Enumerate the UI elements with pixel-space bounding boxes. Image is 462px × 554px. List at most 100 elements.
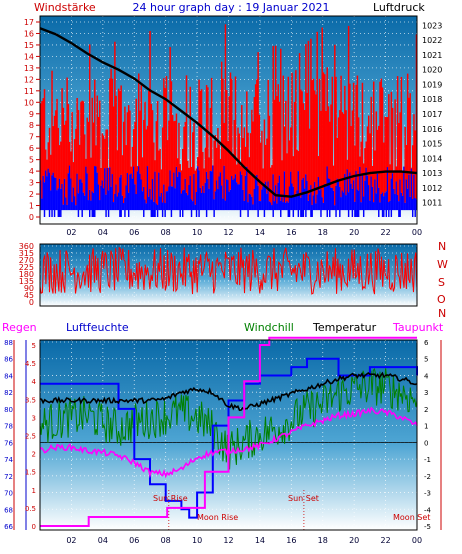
wind-gust-bar — [262, 168, 264, 187]
wind-avg-bar — [75, 205, 77, 211]
wind-gust-bar — [347, 25, 350, 193]
wind-avg-bar — [232, 179, 234, 211]
p3-x-tick: 08 — [161, 536, 171, 545]
wind-gust-bar — [374, 150, 376, 180]
wind-gust-bar — [264, 144, 267, 182]
wind-gust-bar — [51, 70, 53, 176]
wind-gust-bar — [91, 97, 93, 192]
wind-avg-bar — [300, 197, 302, 217]
wind-gust-bar — [112, 106, 115, 203]
temp-axis-tick: -3 — [424, 490, 431, 498]
wind-avg-bar — [359, 166, 361, 211]
wind-avg-bar — [101, 180, 104, 211]
wind-avg-bar — [41, 198, 43, 211]
wind-avg-bar — [414, 198, 416, 217]
wind-gust-bar — [341, 112, 344, 191]
wind-gust-bar — [66, 77, 68, 205]
wind-gust-bar — [364, 148, 366, 181]
p1-x-tick: 14 — [255, 228, 265, 237]
wind-gust-bar — [352, 82, 355, 181]
wind-gust-bar — [388, 94, 390, 203]
wind-avg-bar — [143, 186, 145, 217]
p1-left-tick: 5 — [29, 156, 34, 165]
wind-avg-bar — [285, 202, 287, 211]
legend-temperature: Temperatur — [312, 321, 377, 334]
wind-avg-bar — [105, 194, 107, 217]
wind-avg-bar — [125, 185, 127, 211]
humidity-line — [40, 357, 418, 519]
wind-gust-bar — [228, 96, 230, 192]
wind-gust-bar — [282, 75, 284, 203]
wind-gust-bar — [296, 149, 298, 191]
wind-gust-bar — [171, 115, 174, 187]
wind-gust-bar — [175, 113, 178, 167]
p1-x-tick: 04 — [98, 228, 108, 237]
humidity-axis-tick: 86 — [4, 356, 13, 364]
p1-x-tick: 18 — [318, 228, 328, 237]
wind-gust-bar — [148, 90, 150, 197]
p2-left-tick: 45 — [24, 291, 34, 300]
wind-gust-bar — [278, 101, 281, 176]
wind-gust-bar — [326, 67, 328, 167]
wind-avg-bar — [92, 192, 95, 217]
wind-gust-bar — [180, 170, 183, 194]
wind-avg-bar — [220, 185, 223, 211]
wind-avg-bar — [165, 191, 168, 211]
wind-gust-bar — [168, 120, 170, 187]
wind-avg-bar — [58, 178, 61, 217]
wind-avg-bar — [238, 184, 241, 211]
wind-avg-bar — [208, 188, 210, 211]
wind-gust-bar — [213, 140, 215, 200]
wind-avg-bar — [305, 174, 307, 217]
wind-gust-bar — [303, 109, 306, 189]
wind-avg-bar — [313, 181, 316, 211]
wind-avg-bar — [127, 192, 130, 217]
wind-gust-bar — [236, 164, 238, 183]
wind-gust-bar — [78, 144, 81, 180]
wind-avg-bar — [332, 190, 335, 211]
wind-gust-bar — [195, 168, 198, 192]
wind-gust-bar — [47, 142, 49, 169]
wind-gust-bar — [349, 83, 351, 173]
p1-x-tick: 08 — [161, 228, 171, 237]
wind-gust-bar — [280, 48, 282, 201]
wind-avg-bar — [50, 190, 52, 211]
wind-gust-bar — [43, 89, 46, 183]
wind-gust-bar — [80, 101, 82, 180]
wind-avg-bar — [273, 201, 276, 211]
wind-gust-bar — [332, 165, 335, 191]
wind-avg-bar — [405, 179, 408, 211]
wind-avg-bar — [116, 196, 119, 211]
wind-avg-bar — [312, 195, 315, 211]
wind-gust-bar — [96, 95, 99, 173]
wind-avg-bar — [378, 187, 380, 217]
chart-title: 24 hour graph day : 19 Januar 2021 — [133, 1, 330, 14]
wind-gust-bar — [183, 126, 185, 190]
wind-avg-bar — [239, 171, 242, 217]
temp-axis-tick: 0 — [424, 439, 428, 447]
wind-gust-bar — [312, 78, 315, 196]
p1-x-tick: 06 — [129, 228, 139, 237]
wind-avg-bar — [184, 178, 186, 211]
humidity-axis-tick: 78 — [4, 423, 13, 431]
wind-gust-bar — [220, 61, 223, 186]
p1-right-tick: 1011 — [422, 199, 442, 208]
wind-gust-bar — [391, 107, 394, 174]
wind-gust-bar — [99, 100, 101, 201]
temp-axis-tick: 6 — [424, 339, 429, 347]
wind-gust-bar — [408, 97, 410, 175]
p1-left-tick: 13 — [24, 64, 34, 73]
wind-avg-bar — [280, 200, 282, 217]
p1-right-tick: 1016 — [422, 125, 442, 134]
rain-axis-tick: 1.5 — [25, 469, 36, 477]
wind-avg-bar — [175, 166, 178, 211]
wind-avg-bar — [253, 188, 256, 211]
wind-avg-bar — [63, 178, 66, 211]
wind-gust-bar — [281, 160, 283, 198]
wind-avg-bar — [257, 185, 259, 217]
wind-gust-bar — [160, 169, 163, 193]
p1-left-tick: 0 — [29, 213, 34, 222]
wind-avg-bar — [40, 180, 42, 211]
wind-gust-bar — [119, 91, 121, 178]
